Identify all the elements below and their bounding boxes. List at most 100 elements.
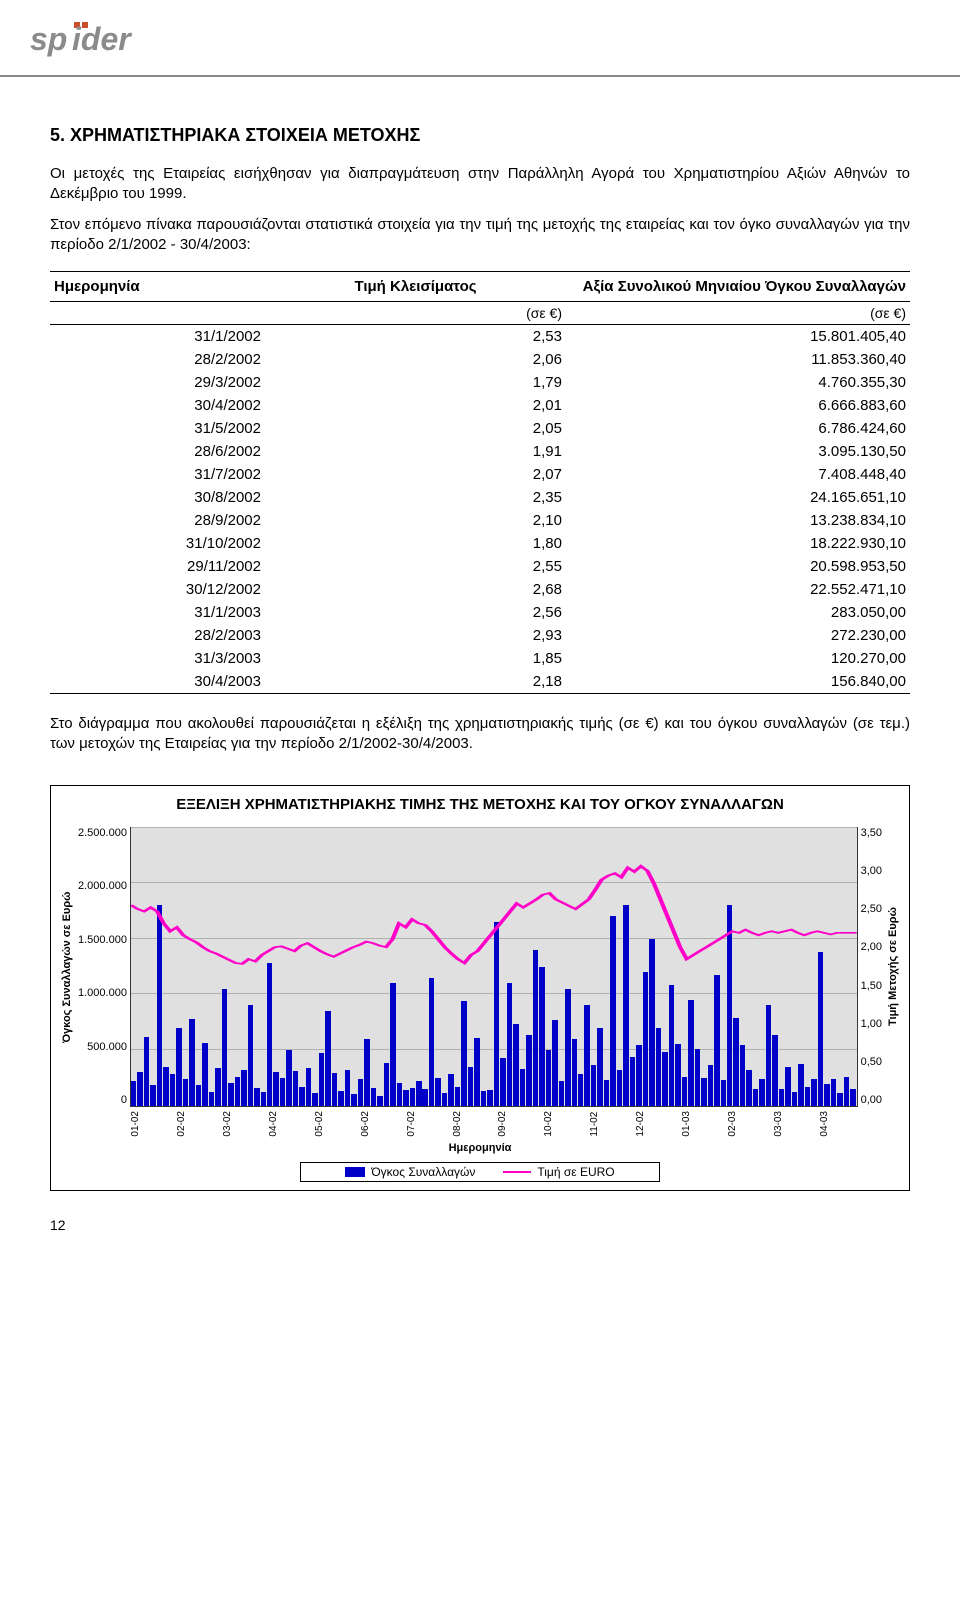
cell-price: 2,93 [265, 624, 566, 647]
stock-data-table: Ημερομηνία Τιμή Κλεισίματος Αξία Συνολικ… [50, 271, 910, 694]
cell-volume: 3.095.130,50 [566, 440, 910, 463]
x-tick: 03-02 [222, 1111, 233, 1137]
section-heading: ΧΡΗΜΑΤΙΣΤΗΡΙΑΚΑ ΣΤΟΙΧΕΙΑ ΜΕΤΟΧΗΣ [70, 125, 420, 145]
legend-item-line: Τιμή σε EURO [503, 1165, 614, 1179]
table-body: 31/1/20022,5315.801.405,4028/2/20022,061… [50, 325, 910, 694]
chart-legend: Όγκος Συναλλαγών Τιμή σε EURO [300, 1162, 660, 1182]
x-tick: 09-02 [497, 1111, 508, 1137]
x-tick: 12-02 [635, 1111, 646, 1137]
logo-bar: sp ider [0, 0, 960, 77]
cell-volume: 15.801.405,40 [566, 325, 910, 349]
table-row: 30/8/20022,3524.165.651,10 [50, 486, 910, 509]
x-tick: 02-03 [727, 1111, 738, 1137]
legend-line-label: Τιμή σε EURO [537, 1165, 614, 1179]
col-header-price: Τιμή Κλεισίματος [265, 272, 566, 302]
unit-price: (σε €) [265, 302, 566, 325]
table-row: 28/9/20022,1013.238.834,10 [50, 509, 910, 532]
col-header-date: Ημερομηνία [50, 272, 265, 302]
svg-text:sp: sp [30, 21, 67, 57]
cell-price: 2,55 [265, 555, 566, 578]
x-tick: 02-02 [176, 1111, 187, 1137]
table-row: 31/1/20022,5315.801.405,40 [50, 325, 910, 349]
table-row: 28/2/20022,0611.853.360,40 [50, 348, 910, 371]
chart-title: ΕΞΕΛΙΞΗ ΧΡΗΜΑΤΙΣΤΗΡΙΑΚΗΣ ΤΙΜΗΣ ΤΗΣ ΜΕΤΟΧ… [59, 796, 901, 813]
x-tick: 04-02 [268, 1111, 279, 1137]
cell-date: 29/3/2002 [50, 371, 265, 394]
table-row: 28/2/20032,93272.230,00 [50, 624, 910, 647]
table-row: 28/6/20021,913.095.130,50 [50, 440, 910, 463]
cell-date: 31/1/2003 [50, 601, 265, 624]
table-row: 31/3/20031,85120.270,00 [50, 647, 910, 670]
cell-date: 28/6/2002 [50, 440, 265, 463]
cell-volume: 4.760.355,30 [566, 371, 910, 394]
y-left-tick: 0 [78, 1094, 127, 1106]
y-right-tick: 1,00 [861, 1018, 882, 1030]
y-right-tick: 0,00 [861, 1094, 882, 1106]
table-row: 30/4/20022,016.666.883,60 [50, 394, 910, 417]
section-number: 5. [50, 125, 65, 145]
y-right-tick: 3,50 [861, 827, 882, 839]
svg-text:ider: ider [72, 21, 132, 57]
x-tick: 11-02 [589, 1111, 600, 1137]
table-row: 29/3/20021,794.760.355,30 [50, 371, 910, 394]
y-right-ticks: 3,503,002,502,001,501,000,500,00 [858, 827, 885, 1107]
cell-volume: 24.165.651,10 [566, 486, 910, 509]
col-header-volume: Αξία Συνολικού Μηνιαίου Όγκου Συναλλαγών [566, 272, 910, 302]
cell-date: 30/8/2002 [50, 486, 265, 509]
cell-date: 31/3/2003 [50, 647, 265, 670]
legend-item-bar: Όγκος Συναλλαγών [345, 1165, 475, 1179]
cell-date: 31/10/2002 [50, 532, 265, 555]
cell-price: 2,53 [265, 325, 566, 349]
x-tick: 04-03 [819, 1111, 830, 1137]
cell-volume: 20.598.953,50 [566, 555, 910, 578]
y-right-tick: 2,00 [861, 941, 882, 953]
chart-container: ΕΞΕΛΙΞΗ ΧΡΗΜΑΤΙΣΤΗΡΙΑΚΗΣ ΤΙΜΗΣ ΤΗΣ ΜΕΤΟΧ… [50, 785, 910, 1192]
cell-price: 1,91 [265, 440, 566, 463]
cell-volume: 11.853.360,40 [566, 348, 910, 371]
cell-volume: 272.230,00 [566, 624, 910, 647]
cell-date: 29/11/2002 [50, 555, 265, 578]
unit-volume: (σε €) [566, 302, 910, 325]
table-row: 30/4/20032,18156.840,00 [50, 670, 910, 694]
table-row: 31/1/20032,56283.050,00 [50, 601, 910, 624]
y-right-tick: 0,50 [861, 1056, 882, 1068]
y-left-tick: 2.500.000 [78, 827, 127, 839]
cell-date: 30/4/2003 [50, 670, 265, 694]
table-row: 31/7/20022,077.408.448,40 [50, 463, 910, 486]
chart-intro-paragraph: Στο διάγραμμα που ακολουθεί παρουσιάζετα… [50, 714, 910, 755]
cell-date: 30/4/2002 [50, 394, 265, 417]
cell-date: 31/7/2002 [50, 463, 265, 486]
y-right-tick: 3,00 [861, 865, 882, 877]
cell-price: 2,35 [265, 486, 566, 509]
cell-volume: 156.840,00 [566, 670, 910, 694]
cell-volume: 6.786.424,60 [566, 417, 910, 440]
x-tick: 03-03 [773, 1111, 784, 1137]
cell-price: 2,06 [265, 348, 566, 371]
bar-swatch-icon [345, 1167, 365, 1177]
y-axis-right-label: Τιμή Μετοχής σε Ευρώ [885, 827, 901, 1107]
chart-plot [130, 827, 858, 1107]
y-left-tick: 1.000.000 [78, 987, 127, 999]
x-tick: 06-02 [360, 1111, 371, 1137]
y-left-tick: 500.000 [78, 1041, 127, 1053]
y-left-ticks: 2.500.0002.000.0001.500.0001.000.000500.… [75, 827, 130, 1107]
cell-date: 31/1/2002 [50, 325, 265, 349]
cell-volume: 6.666.883,60 [566, 394, 910, 417]
x-axis-label: Ημερομηνία [59, 1142, 901, 1154]
cell-price: 2,10 [265, 509, 566, 532]
cell-volume: 120.270,00 [566, 647, 910, 670]
cell-date: 28/2/2003 [50, 624, 265, 647]
cell-volume: 22.552.471,10 [566, 578, 910, 601]
legend-bar-label: Όγκος Συναλλαγών [371, 1165, 475, 1179]
cell-volume: 13.238.834,10 [566, 509, 910, 532]
cell-price: 2,68 [265, 578, 566, 601]
page-number: 12 [50, 1217, 910, 1233]
cell-price: 1,80 [265, 532, 566, 555]
cell-price: 2,05 [265, 417, 566, 440]
cell-price: 1,79 [265, 371, 566, 394]
cell-date: 28/9/2002 [50, 509, 265, 532]
cell-date: 28/2/2002 [50, 348, 265, 371]
intro-paragraph-2: Στον επόμενο πίνακα παρουσιάζονται στατι… [50, 215, 910, 256]
x-tick: 01-03 [681, 1111, 692, 1137]
x-tick: 05-02 [314, 1111, 325, 1137]
